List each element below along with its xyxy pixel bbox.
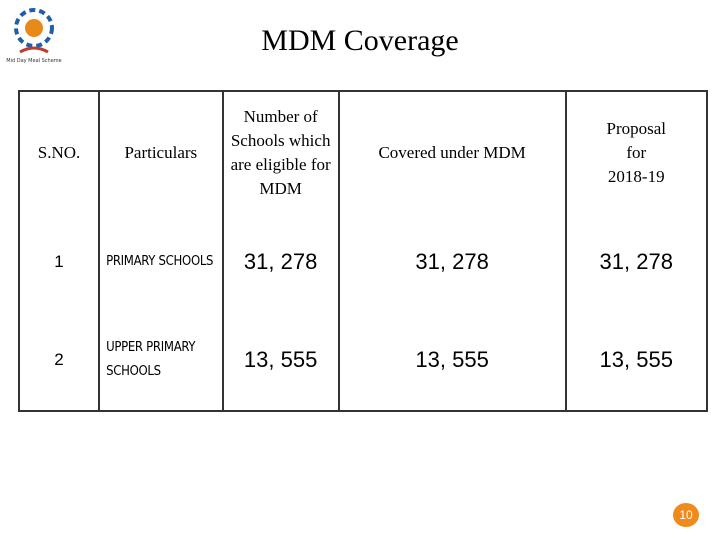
cell: PRIMARY SCHOOLS (98, 213, 224, 310)
column-header: Covered under MDM (337, 91, 567, 213)
table-row: 2 UPPER PRIMARY SCHOOLS 13, 555 13, 555 … (17, 310, 708, 411)
cell: 31, 278 (221, 213, 340, 310)
column-header: Particulars (98, 91, 224, 213)
cell: 13, 555 (221, 310, 340, 411)
page-number: 10 (673, 503, 699, 527)
coverage-table: S.NO. Particulars Number of Schools whic… (17, 90, 708, 412)
cell: 31, 278 (564, 213, 708, 310)
cell: 1 (17, 213, 101, 310)
cell: 2 (17, 310, 101, 411)
column-header: Number of Schools which are eligible for… (221, 91, 340, 213)
cell: UPPER PRIMARY SCHOOLS (98, 310, 224, 411)
slide-title: MDM Coverage (261, 24, 459, 57)
table-row: 1 PRIMARY SCHOOLS 31, 278 31, 278 31, 27… (17, 213, 708, 310)
header-row: S.NO. Particulars Number of Schools whic… (17, 91, 708, 213)
cell: 13, 555 (564, 310, 708, 411)
column-header: Proposal for 2018-19 (564, 91, 708, 213)
cell: 13, 555 (337, 310, 567, 411)
column-header: S.NO. (17, 91, 101, 213)
cell: 31, 278 (337, 213, 567, 310)
logo-caption: Mid Day Meal Scheme (6, 58, 62, 64)
logo (14, 8, 54, 54)
